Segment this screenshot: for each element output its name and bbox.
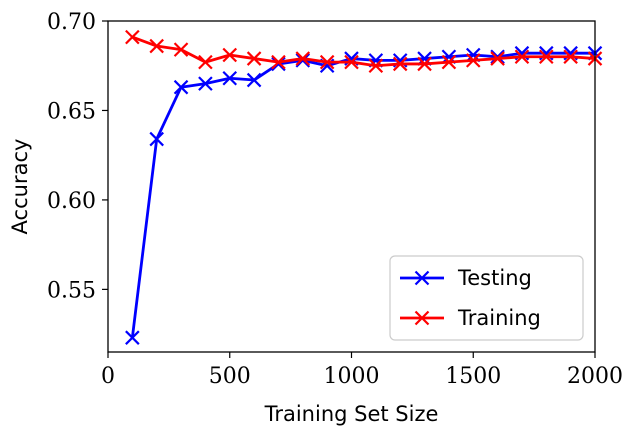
x-tick-label: 0 [101, 364, 115, 389]
training-point [125, 29, 140, 45]
legend-label: Testing [457, 266, 532, 290]
legend-item-testing: Testing [400, 266, 532, 290]
training-point [539, 49, 554, 65]
y-tick-label: 0.55 [47, 278, 96, 303]
series-training [125, 29, 603, 74]
x-tick-label: 2000 [567, 364, 623, 389]
training-point [271, 54, 286, 70]
testing-point [490, 49, 505, 65]
training-line [131, 35, 596, 68]
testing-point [198, 76, 213, 91]
training-point [344, 54, 359, 70]
legend-item-training: Training [400, 306, 541, 330]
testing-point [173, 79, 189, 95]
training-point [368, 58, 384, 74]
training-point [295, 51, 311, 66]
legend: Testing Training [389, 255, 584, 341]
training-point [222, 47, 238, 63]
y-tick-label: 0.60 [47, 189, 96, 214]
y-axis-title: Accuracy [8, 139, 32, 235]
x-axis-title: Training Set Size [264, 402, 439, 426]
training-point [417, 56, 432, 72]
y-tick-label: 0.65 [47, 99, 96, 124]
legend-marker [414, 270, 430, 286]
plot-area [125, 29, 603, 345]
training-point [465, 53, 481, 68]
training-point [514, 49, 530, 65]
training-point [149, 38, 164, 54]
x-tick-label: 1000 [324, 364, 380, 389]
testing-point [271, 56, 286, 72]
training-point [198, 54, 213, 70]
testing-point [149, 131, 164, 147]
training-point [392, 56, 408, 72]
x-tick-label: 1500 [445, 364, 501, 389]
testing-point [222, 70, 238, 86]
training-point [319, 54, 335, 70]
legend-label: Training [457, 306, 541, 330]
training-point [173, 42, 189, 57]
testing-point [295, 53, 311, 68]
training-point [490, 51, 505, 66]
training-point [563, 49, 578, 65]
testing-point [246, 72, 262, 88]
y-tick-label: 0.70 [47, 10, 96, 35]
training-point [441, 54, 457, 70]
axis-ticks: 0 500 1000 1500 2000 0.55 0.60 0.65 0.70 [47, 10, 623, 389]
training-point [246, 51, 262, 66]
legend-marker [414, 310, 430, 326]
x-tick-label: 500 [209, 364, 251, 389]
testing-point [125, 330, 140, 345]
